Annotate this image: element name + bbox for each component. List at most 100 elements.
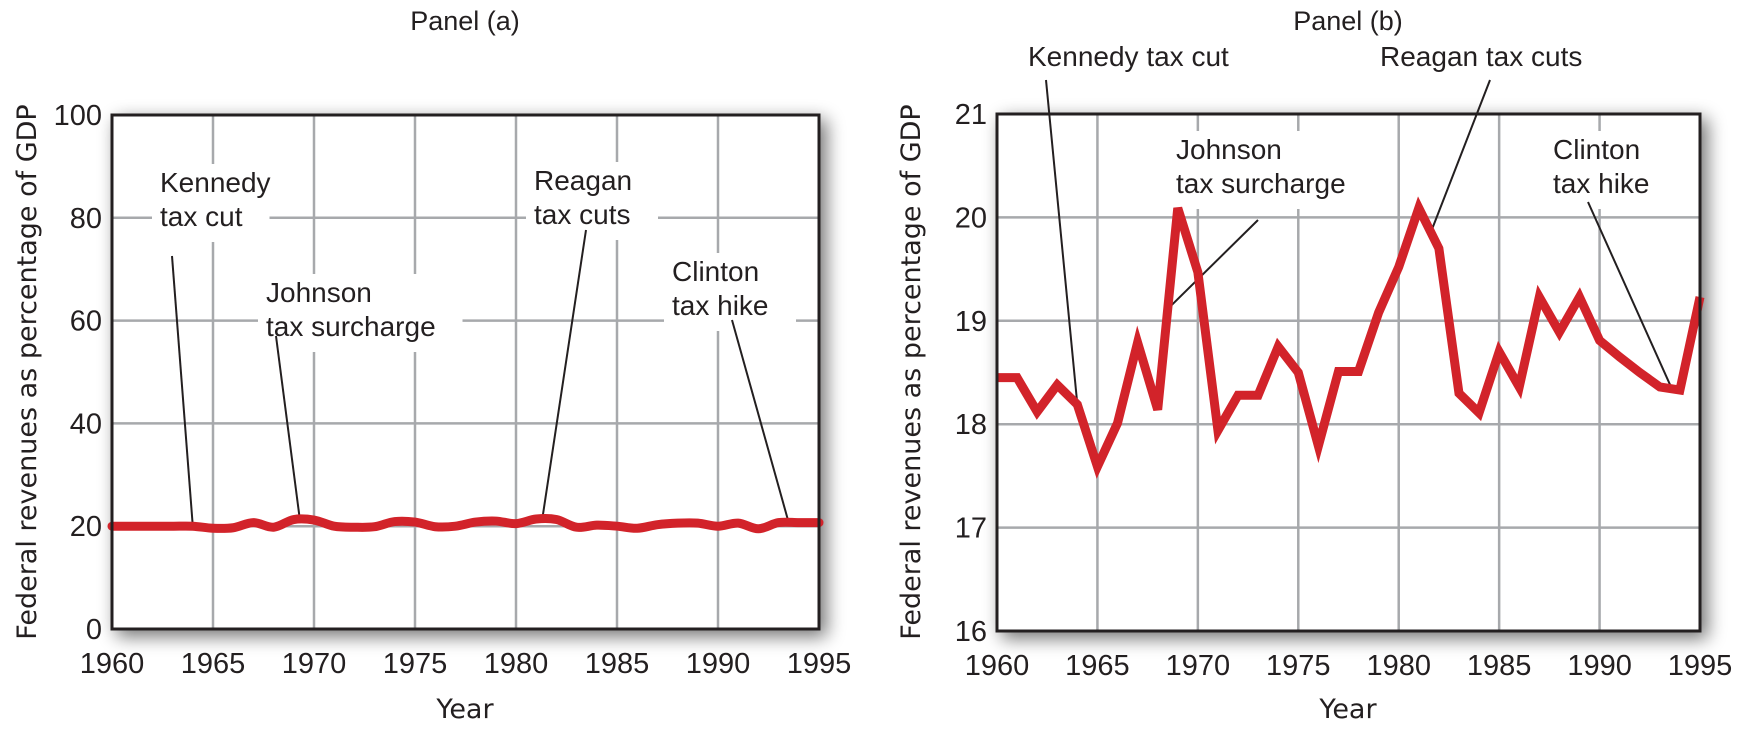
x-tick-label: 1980	[1366, 650, 1431, 682]
data-point	[555, 519, 557, 521]
data-point	[596, 524, 598, 526]
x-tick-label: 1990	[1567, 650, 1632, 682]
data-point	[1578, 296, 1580, 298]
x-tick-label: 1970	[1166, 650, 1231, 682]
data-point	[1558, 331, 1560, 333]
data-point	[1056, 384, 1058, 386]
data-point	[1398, 266, 1400, 268]
y-tick-label: 21	[955, 99, 987, 131]
data-point	[737, 522, 739, 524]
y-tick-label: 18	[955, 409, 987, 441]
data-point	[1137, 342, 1139, 344]
data-point	[313, 519, 315, 521]
panel-b-y-ticks: 16 17 18 19 20 21	[955, 99, 987, 648]
data-point	[1297, 372, 1299, 374]
annotation-leader-line	[171, 255, 194, 527]
annotation-label: tax cut	[160, 201, 243, 232]
data-point	[677, 522, 679, 524]
x-tick-label: 1980	[484, 648, 549, 680]
data-point	[131, 525, 133, 527]
annotation-label: tax surcharge	[266, 311, 436, 342]
x-tick-label: 1995	[787, 648, 852, 680]
annotation-label: tax cuts	[534, 199, 630, 230]
x-tick-label: 1960	[80, 648, 145, 680]
data-point	[1277, 346, 1279, 348]
data-point	[1518, 386, 1520, 388]
data-point	[996, 377, 998, 379]
data-point	[576, 526, 578, 528]
data-point	[697, 522, 699, 524]
annotation-background	[152, 164, 270, 242]
x-tick-label: 1965	[181, 648, 246, 680]
data-point	[454, 525, 456, 527]
data-point	[1317, 445, 1319, 447]
data-point	[1157, 409, 1159, 411]
x-tick-label: 1975	[383, 648, 448, 680]
data-point	[172, 525, 174, 527]
y-tick-label: 100	[54, 100, 102, 132]
y-tick-label: 16	[955, 616, 987, 648]
data-point	[717, 525, 719, 527]
y-tick-label: 40	[70, 408, 102, 440]
data-point	[1217, 429, 1219, 431]
data-point	[1458, 392, 1460, 394]
data-point	[293, 519, 295, 521]
annotation-leader-line	[1587, 201, 1673, 390]
panel-a-x-ticks: 1960 1965 1970 1975 1980 1985 1990 1995	[80, 648, 852, 680]
data-point	[616, 525, 618, 527]
annotation-background	[664, 253, 796, 331]
x-tick-label: 1960	[965, 650, 1030, 682]
data-point	[151, 525, 153, 527]
panel-a-series-line	[107, 513, 824, 534]
data-point	[1679, 389, 1681, 391]
data-point	[1358, 370, 1360, 372]
data-point	[212, 527, 214, 529]
data-point	[636, 527, 638, 529]
annotation-label: tax hike	[1553, 168, 1650, 199]
data-point	[1117, 422, 1119, 424]
annotation-leader-line	[1045, 79, 1079, 405]
panel-b-frame	[995, 112, 1702, 633]
annotation-leader-line	[275, 335, 301, 520]
y-tick-label: 20	[70, 511, 102, 543]
data-point	[353, 526, 355, 528]
data-point	[1498, 351, 1500, 353]
data-point	[252, 522, 254, 524]
data-point	[1639, 372, 1641, 374]
panel-a-frame	[110, 113, 821, 631]
x-tick-label: 1970	[282, 648, 347, 680]
data-point	[394, 521, 396, 523]
y-tick-label: 20	[955, 202, 987, 234]
data-point	[1538, 296, 1540, 298]
annotation-label: Clinton	[1553, 134, 1640, 165]
data-point	[434, 526, 436, 528]
data-point	[818, 522, 820, 524]
data-point	[1337, 370, 1339, 372]
y-tick-label: 19	[955, 306, 987, 338]
annotation-background	[526, 162, 658, 240]
panel-a-title: Panel (a)	[410, 6, 520, 36]
data-point	[1197, 271, 1199, 273]
x-tick-label: 1995	[1668, 650, 1733, 682]
annotation-label: Johnson	[266, 277, 372, 308]
y-tick-label: 17	[955, 513, 987, 545]
annotation-label: Johnson	[1176, 134, 1282, 165]
annotation-leader-line	[1429, 79, 1491, 233]
data-point	[798, 522, 800, 524]
data-point	[475, 521, 477, 523]
data-point	[778, 522, 780, 524]
x-tick-label: 1965	[1065, 650, 1130, 682]
data-point	[1076, 404, 1078, 406]
data-point	[1438, 247, 1440, 249]
annotation-leader-line	[541, 229, 587, 520]
data-point	[1619, 356, 1621, 358]
data-point	[192, 525, 194, 527]
data-point	[374, 526, 376, 528]
x-tick-label: 1985	[585, 648, 650, 680]
data-point	[1659, 386, 1661, 388]
annotation-background	[258, 274, 463, 352]
